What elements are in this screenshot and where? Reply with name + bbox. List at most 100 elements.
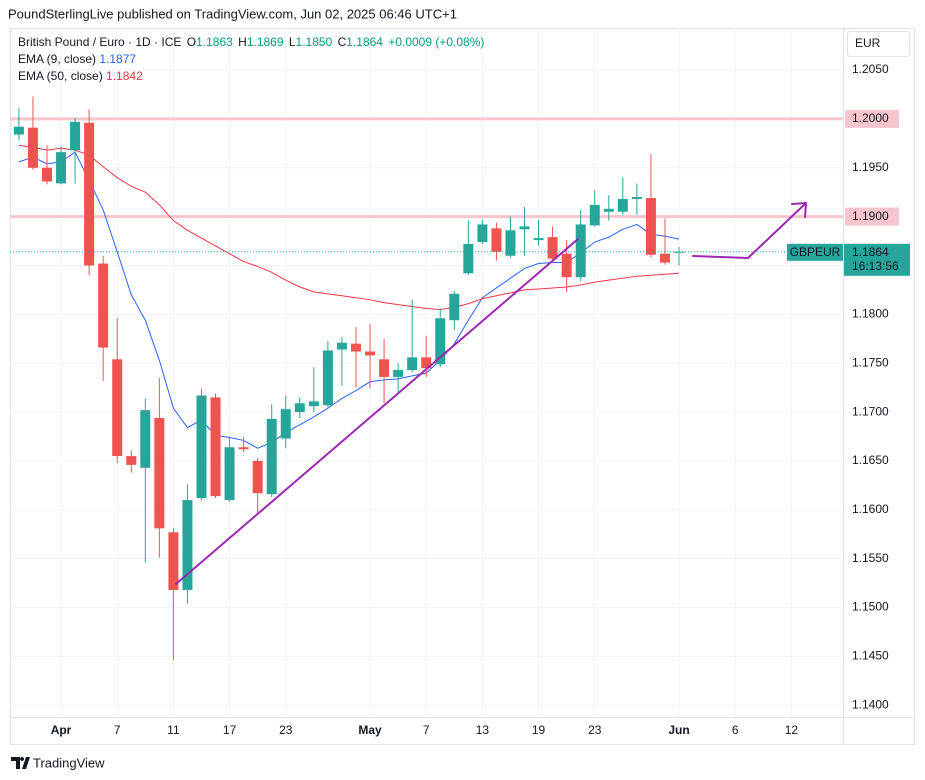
candle-body xyxy=(463,243,474,274)
candle-body xyxy=(224,447,235,501)
ohlc-value: 1.1850 xyxy=(296,35,333,49)
ohlc-label: O xyxy=(187,35,196,49)
x-tick-label: 23 xyxy=(279,723,293,737)
legend-entry: EMA (9, close) xyxy=(18,52,96,66)
candle-body xyxy=(645,198,656,255)
ohlc-value: 1.1869 xyxy=(247,35,284,49)
x-tick-label: 17 xyxy=(223,723,237,737)
horizontal-line-label: 1.2000 xyxy=(852,111,889,125)
ema-line xyxy=(18,144,680,310)
y-tick-label: 1.1950 xyxy=(852,160,889,174)
candle-body xyxy=(84,122,95,266)
candle-body xyxy=(421,357,432,369)
tradingview-logo: TradingView xyxy=(11,755,105,770)
candle-body xyxy=(365,351,376,356)
y-tick-label: 1.1550 xyxy=(852,551,889,565)
x-tick-label: 13 xyxy=(476,723,490,737)
candle-body xyxy=(435,318,446,365)
horizontal-line-label-bg xyxy=(845,207,899,226)
change: +0.0009 xyxy=(388,35,432,49)
candle-body xyxy=(294,403,305,413)
candle-body xyxy=(561,253,572,278)
currency-label[interactable]: EUR xyxy=(855,36,881,50)
candle-body xyxy=(491,228,502,252)
ohlc-label: L xyxy=(289,35,296,49)
candle-body xyxy=(659,253,670,263)
y-tick-label: 1.1650 xyxy=(852,453,889,467)
candle-body xyxy=(505,230,516,256)
x-tick-label: Jun xyxy=(668,723,689,737)
x-tick-label: 7 xyxy=(114,723,121,737)
candle-body xyxy=(27,127,38,168)
legend-ema9: EMA (9, close) 1.1877 xyxy=(18,52,136,66)
y-tick-label: 1.1750 xyxy=(852,355,889,369)
candle-body xyxy=(140,410,151,468)
last-price-label: 1.1864 xyxy=(852,245,889,259)
y-tick-label: 1.1600 xyxy=(852,502,889,516)
candle-body xyxy=(350,343,361,352)
candle-body xyxy=(322,350,333,406)
y-tick-label: 1.1450 xyxy=(852,649,889,663)
candle-body xyxy=(13,126,24,135)
x-tick-label: 7 xyxy=(423,723,430,737)
x-tick-label: 19 xyxy=(532,723,546,737)
candle-body xyxy=(210,397,221,497)
logo-icon xyxy=(11,757,30,769)
candle-body xyxy=(519,226,530,230)
candle-body xyxy=(631,197,642,200)
ohlc-value: 1.1864 xyxy=(346,35,383,49)
candle-body xyxy=(252,460,263,494)
x-tick-label: 23 xyxy=(588,723,602,737)
candle-body xyxy=(112,359,123,457)
horizontal-line-label-bg xyxy=(845,109,899,128)
currency-button[interactable] xyxy=(847,31,910,57)
candle-body xyxy=(238,447,249,450)
candle-body xyxy=(196,395,207,499)
plot-area xyxy=(10,96,843,661)
candle-body xyxy=(154,417,165,529)
candle-body xyxy=(266,418,277,495)
candle-body xyxy=(98,263,109,348)
x-tick-label: 11 xyxy=(167,723,180,737)
ohlc-value: 1.1863 xyxy=(196,35,233,49)
candle-body xyxy=(56,152,67,184)
candle-body xyxy=(449,293,460,321)
candle-body xyxy=(308,401,319,407)
x-tick-label: May xyxy=(358,723,382,737)
candle-body xyxy=(575,224,586,278)
x-tick-label: Apr xyxy=(51,723,72,737)
countdown-label: 16:13:56 xyxy=(852,259,899,273)
candle-body xyxy=(126,456,137,465)
horizontal-line-label: 1.1900 xyxy=(852,209,889,223)
legend-entry: EMA (50, close) xyxy=(18,69,103,83)
candle-body xyxy=(280,409,291,439)
last-price-label-bg xyxy=(844,243,910,276)
publish-header: PoundSterlingLive published on TradingVi… xyxy=(8,6,457,21)
symbol-label-bg xyxy=(787,243,843,261)
legend-main: British Pound / Euro · 1D · ICE O1.1863 … xyxy=(18,35,484,49)
chart-frame xyxy=(10,28,915,745)
y-tick-label: 1.1400 xyxy=(852,697,889,711)
footer-brand: TradingView xyxy=(33,755,105,770)
ohlc-label: H xyxy=(238,35,247,49)
arrow-head xyxy=(791,202,807,218)
legend-value: 1.1842 xyxy=(106,69,143,83)
candle-body xyxy=(547,237,558,259)
candle-body xyxy=(477,224,488,243)
projection-arrow xyxy=(692,202,807,259)
trend-line xyxy=(175,238,579,585)
ohlc-label: C xyxy=(338,35,347,49)
axes: 1.1400 1.1450 1.1500 1.1550 1.1600 1.1650 1.17… xyxy=(51,62,910,737)
legend-ema50: EMA (50, close) 1.1842 xyxy=(18,69,143,83)
candle-body xyxy=(41,167,52,182)
candle-body xyxy=(182,500,193,590)
candle-body xyxy=(393,370,404,377)
candle-body xyxy=(407,357,418,371)
change-percent: (+0.08%) xyxy=(435,35,484,49)
candle-body xyxy=(617,199,628,212)
candle-body xyxy=(533,238,544,241)
candle-body xyxy=(379,359,390,377)
candle-body xyxy=(70,121,81,151)
